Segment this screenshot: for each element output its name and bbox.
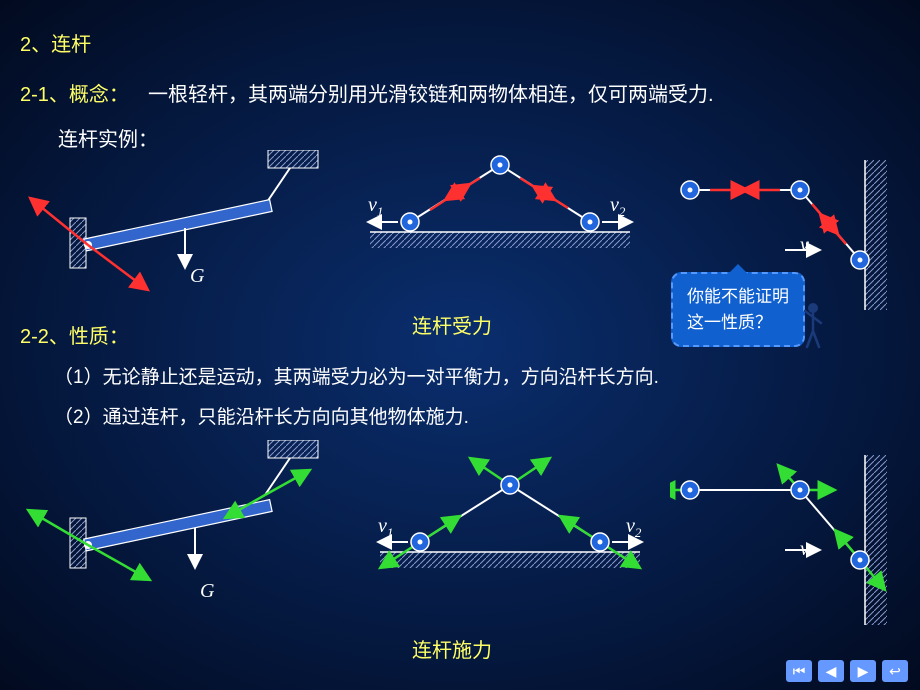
nav-first-icon[interactable]: ⏮ [786,660,812,682]
concept-body: 一根轻杆，其两端分别用光滑铰链和两物体相连，仅可两端受力. [148,78,714,107]
nav-prev-icon[interactable]: ◀ [818,660,844,682]
property-1: （1）无论静止还是运动，其两端受力必为一对平衡力，方向沿杆长方向. [54,362,659,389]
bottom-caption: 连杆施力 [412,634,492,663]
mid-caption: 连杆受力 [412,310,492,339]
diagram-wall-top [670,160,900,310]
diagram-truss-bottom [360,450,660,590]
nav-bar: ⏮ ◀ ▶ ↩ [786,660,908,682]
diagram-wall-bottom [670,455,900,625]
nav-next-icon[interactable]: ▶ [850,660,876,682]
properties-label: 2-2、性质： [20,320,129,349]
example-label: 连杆实例： [58,123,158,152]
concept-label: 2-1、概念： [20,78,129,107]
callout-line2: 这一性质？ [687,310,789,336]
section-title: 2、连杆 [20,28,91,57]
diagram-bar-top [10,150,340,300]
diagram-bar-bottom [10,440,340,620]
nav-return-icon[interactable]: ↩ [882,660,908,682]
diagram-truss-top [350,150,650,270]
property-2: （2）通过连杆，只能沿杆长方向向其他物体施力. [54,402,469,429]
